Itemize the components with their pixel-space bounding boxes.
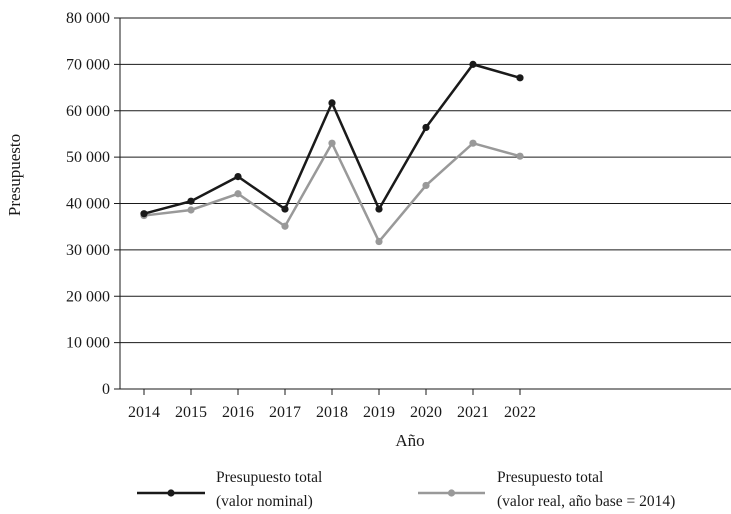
x-tick-label: 2015 xyxy=(175,404,207,421)
x-tick-label: 2021 xyxy=(457,404,489,421)
legend-item-1: Presupuesto total (valor nominal) xyxy=(137,469,322,510)
data-point-1 xyxy=(328,99,336,107)
data-point-1 xyxy=(375,205,383,213)
y-tick-label: 50 000 xyxy=(66,149,110,166)
data-point-1 xyxy=(281,205,289,213)
x-axis-title: Año xyxy=(395,431,424,450)
data-point-1 xyxy=(234,173,242,181)
legend-label-line: (valor real, año base = 2014) xyxy=(497,493,675,510)
legend-label-line: Presupuesto total xyxy=(216,469,322,486)
legend-label-line: Presupuesto total xyxy=(497,469,603,486)
x-tick-label: 2020 xyxy=(410,404,442,421)
y-tick-label: 70 000 xyxy=(66,56,110,73)
data-point-2 xyxy=(187,206,195,214)
x-tick-label: 2019 xyxy=(363,404,395,421)
data-point-2 xyxy=(281,222,289,230)
y-tick-label: 10 000 xyxy=(66,335,110,352)
data-point-1 xyxy=(140,210,148,218)
legend-swatch-marker xyxy=(167,489,175,497)
y-tick-label: 0 xyxy=(102,381,110,398)
legend-swatch-marker xyxy=(447,489,456,497)
series-line-1 xyxy=(143,62,521,215)
x-tick-label: 2022 xyxy=(504,404,536,421)
x-tick-label: 2017 xyxy=(269,404,301,421)
grid-lines xyxy=(120,17,731,344)
data-point-1 xyxy=(469,60,477,68)
legend-label-line: (valor nominal) xyxy=(216,493,313,510)
legend: Presupuesto total(valor nominal)Presupue… xyxy=(137,469,675,510)
data-point-2 xyxy=(328,139,336,147)
y-tick-label: 40 000 xyxy=(66,196,110,213)
data-point-1 xyxy=(422,123,430,132)
y-tick-label: 30 000 xyxy=(66,242,110,259)
data-point-2 xyxy=(375,237,383,246)
y-axis-title: Presupuesto xyxy=(5,134,24,216)
x-axis-ticks: 2014 2015 2016 2017 2018 2019 2020 2021 2022 xyxy=(128,389,536,421)
x-tick-label: 2016 xyxy=(222,404,254,421)
series-group xyxy=(140,60,524,246)
data-point-2 xyxy=(422,181,430,190)
data-point-1 xyxy=(516,74,524,82)
y-tick-label: 60 000 xyxy=(66,103,110,120)
y-tick-label: 20 000 xyxy=(66,288,110,305)
data-point-2 xyxy=(469,139,477,147)
data-point-1 xyxy=(187,197,195,205)
legend-item-2: Presupuesto total (valor real, año base =… xyxy=(418,469,675,510)
data-point-2 xyxy=(234,190,242,198)
y-tick-label: 80 000 xyxy=(66,10,110,27)
x-tick-label: 2014 xyxy=(128,404,160,421)
x-tick-label: 2018 xyxy=(316,404,348,421)
data-point-2 xyxy=(516,152,524,160)
y-axis-ticks: 0 10 000 20 000 30 000 40 000 50 000 60 000 70 … xyxy=(66,10,120,398)
series-line-2 xyxy=(143,140,521,244)
